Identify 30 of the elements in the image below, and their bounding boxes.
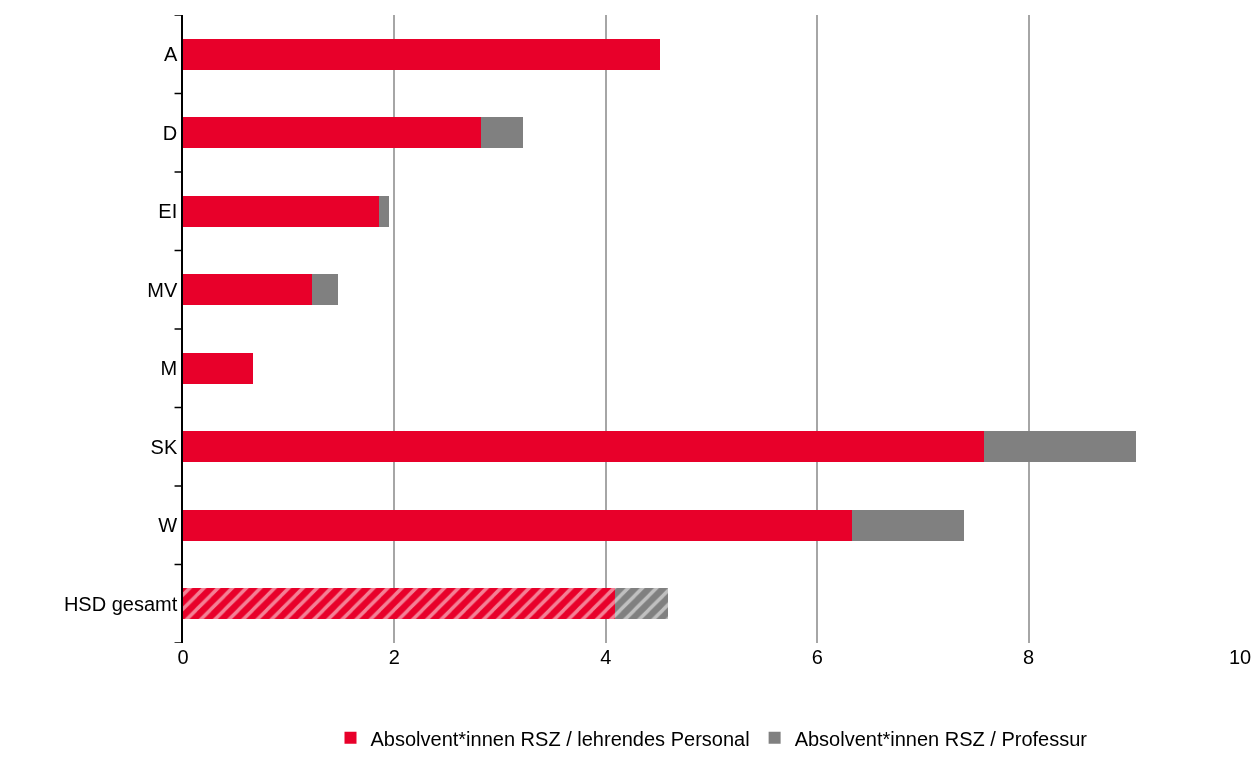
y-tick-label: A xyxy=(163,43,178,66)
bar xyxy=(378,195,390,227)
bar xyxy=(183,38,660,70)
y-tick-label: MV xyxy=(147,278,178,301)
x-tick-label: 0 xyxy=(177,646,189,668)
bar xyxy=(183,195,379,227)
y-tick-label: SK xyxy=(150,435,178,458)
bar xyxy=(852,509,965,541)
x-tick-label: 4 xyxy=(600,646,612,668)
legend-label: Absolvent*innen RSZ / Professur xyxy=(794,727,1088,750)
bar xyxy=(183,274,312,306)
bar xyxy=(481,117,524,149)
y-tick-label: D xyxy=(162,121,178,144)
bar xyxy=(183,352,253,384)
bar xyxy=(183,588,616,620)
bar xyxy=(311,274,339,306)
bar xyxy=(984,431,1137,463)
x-tick-label: 6 xyxy=(811,646,823,668)
y-tick-label: W xyxy=(158,514,178,537)
x-tick-label: 2 xyxy=(388,646,400,668)
y-tick-label: EI xyxy=(158,200,178,223)
bar xyxy=(615,588,669,620)
bar xyxy=(183,431,985,463)
y-tick-label: M xyxy=(160,357,178,380)
x-tick-label: 10 xyxy=(1228,646,1252,668)
bar xyxy=(183,509,853,541)
bar xyxy=(183,117,482,149)
y-tick-label: HSD gesamt xyxy=(63,592,178,615)
x-tick-label: 8 xyxy=(1023,646,1035,668)
legend-label: Absolvent*innen RSZ / lehrendes Personal xyxy=(370,727,750,750)
